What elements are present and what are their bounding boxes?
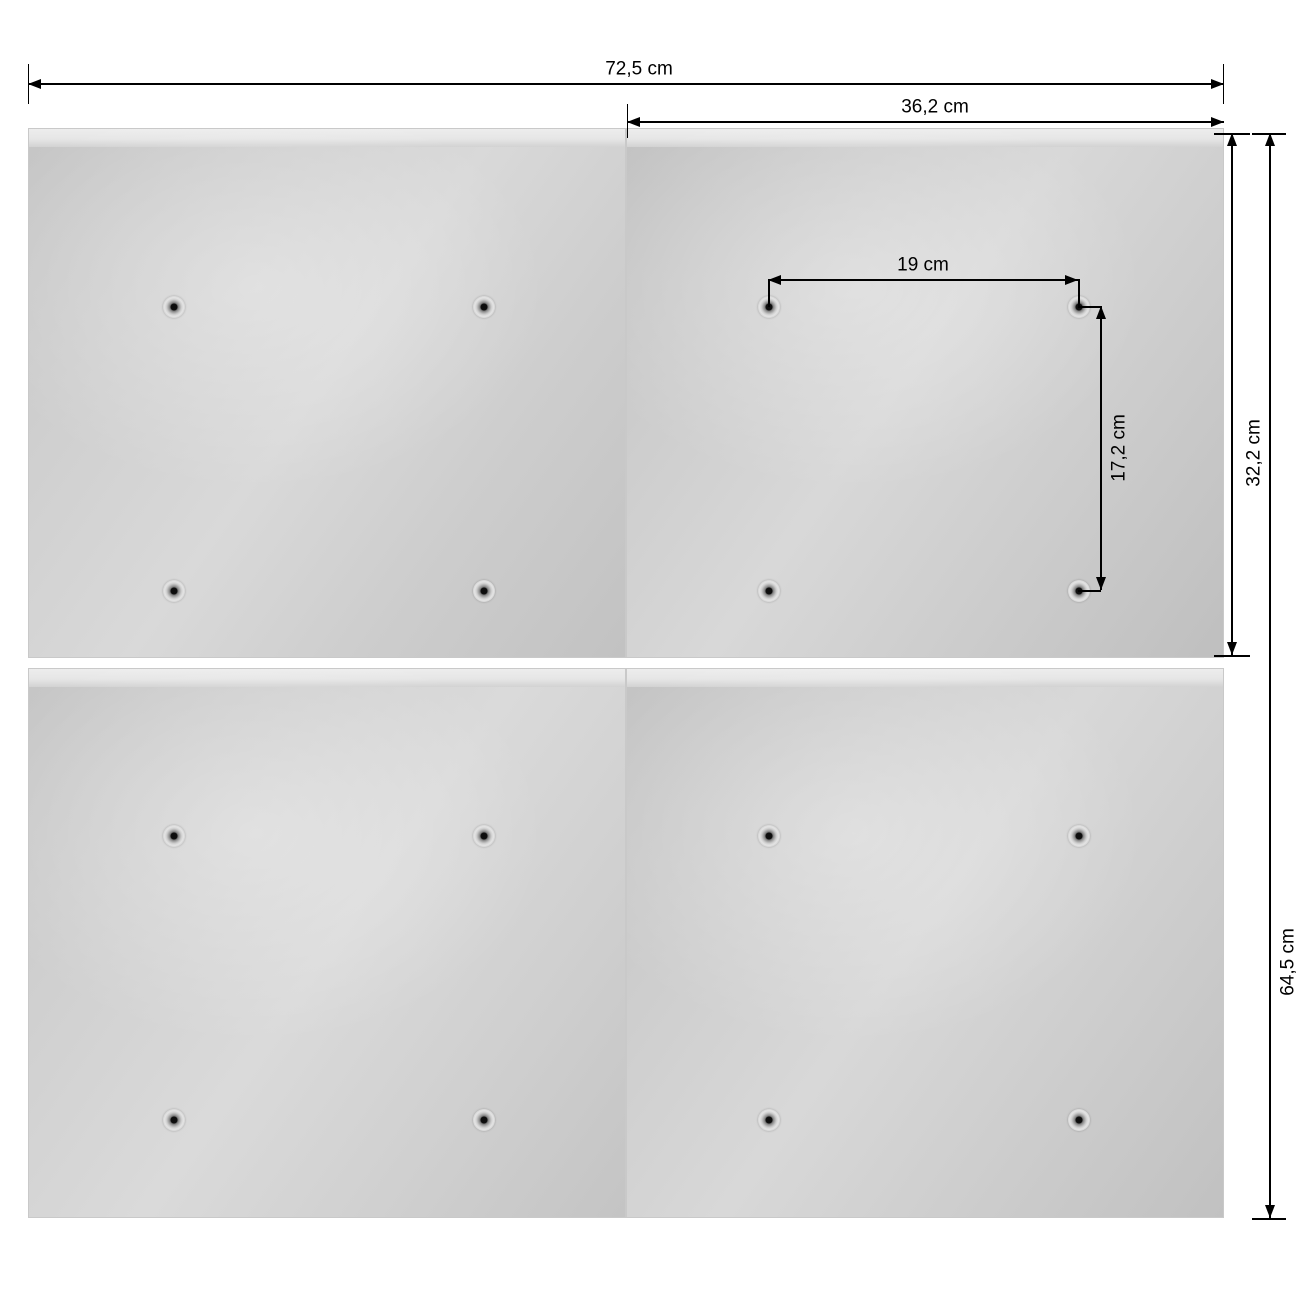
overall-width-tick-left <box>28 64 30 104</box>
screw-hole <box>163 580 185 602</box>
overall-width-tick-right <box>1223 64 1225 104</box>
panel-width-tick-left <box>627 104 629 138</box>
hole-spacing-horizontal-arrow-left <box>768 275 781 285</box>
panel-bottom-right-face <box>627 669 1223 1217</box>
hole-spacing-horizontal-line <box>768 279 1078 281</box>
overall-height-arrow-up <box>1265 133 1275 146</box>
screw-hole <box>758 580 780 602</box>
overall-height-line <box>1269 133 1271 1218</box>
screw-hole <box>1068 1109 1090 1131</box>
panel-height-ext-bottom <box>1214 655 1250 657</box>
hole-spacing-vertical-arrow-down <box>1096 577 1106 590</box>
screw-hole <box>1068 825 1090 847</box>
overall-height-ext-bottom <box>1252 1218 1286 1220</box>
panel-bottom-left-edge <box>29 669 625 688</box>
screw-hole <box>163 296 185 318</box>
panel-width-arrow-left <box>627 117 640 127</box>
panel-bottom-left <box>28 668 626 1218</box>
hole-spacing-horizontal-ext-right <box>1078 279 1080 307</box>
hole-spacing-horizontal-label: 19 cm <box>897 254 949 276</box>
panel-bottom-left-surface <box>29 687 625 1217</box>
overall-height-ext-top <box>1252 133 1286 135</box>
overall-width-arrow-right <box>1211 79 1224 89</box>
panel-bottom-left-face <box>29 669 625 1217</box>
panel-top-left <box>28 128 626 658</box>
hole-spacing-horizontal-ext-left <box>768 279 770 307</box>
screw-hole <box>758 825 780 847</box>
screw-hole <box>473 825 495 847</box>
overall-width-label: 72,5 cm <box>605 58 673 80</box>
panel-width-label: 36,2 cm <box>901 96 969 118</box>
screw-hole <box>473 580 495 602</box>
panel-bottom-right-edge <box>627 669 1223 688</box>
panel-top-left-surface <box>29 147 625 657</box>
screw-hole <box>163 825 185 847</box>
screw-hole <box>473 296 495 318</box>
overall-height-label: 64,5 cm <box>1277 928 1299 996</box>
panel-top-right <box>626 128 1224 658</box>
hole-spacing-vertical-ext-top <box>1078 306 1101 308</box>
hole-spacing-vertical-arrow-up <box>1096 306 1106 319</box>
panel-height-ext-top <box>1214 133 1250 135</box>
hole-spacing-horizontal-arrow-right <box>1065 275 1078 285</box>
screw-hole <box>758 1109 780 1131</box>
screw-hole <box>163 1109 185 1131</box>
panel-bottom-right-surface <box>627 687 1223 1217</box>
hole-spacing-vertical-label: 17,2 cm <box>1108 414 1130 482</box>
panel-height-arrow-down <box>1227 642 1237 655</box>
panel-width-arrow-right <box>1211 117 1224 127</box>
overall-height-arrow-down <box>1265 1205 1275 1218</box>
panel-height-line <box>1231 133 1233 655</box>
panel-top-left-edge <box>29 129 625 148</box>
panel-top-left-face <box>29 129 625 657</box>
overall-width-line <box>28 83 1224 85</box>
screw-hole <box>758 296 780 318</box>
panel-bottom-right <box>626 668 1224 1218</box>
screw-hole <box>473 1109 495 1131</box>
panel-top-right-face <box>627 129 1223 657</box>
panel-height-arrow-up <box>1227 133 1237 146</box>
panel-top-right-edge <box>627 129 1223 148</box>
panel-height-label: 32,2 cm <box>1243 419 1265 487</box>
overall-width-arrow-left <box>28 79 41 89</box>
panel-top-right-surface <box>627 147 1223 657</box>
hole-spacing-vertical-ext-bottom <box>1078 590 1101 592</box>
hole-spacing-vertical-line <box>1100 306 1102 590</box>
panel-width-line <box>627 121 1224 123</box>
